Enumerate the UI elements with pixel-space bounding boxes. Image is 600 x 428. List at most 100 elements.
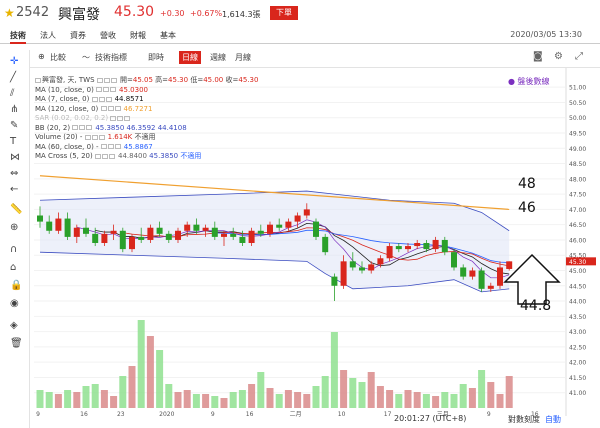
monthly-button[interactable]: 月線 (235, 53, 251, 62)
candle-body (175, 230, 181, 240)
y-tick-label: 47.00 (569, 207, 586, 214)
x-tick-label: 16 (80, 411, 88, 418)
main-tabs: 技術 法人 資券 營收 財報 基本 2020/03/05 13:30 (0, 28, 600, 44)
volume-bar (174, 392, 182, 408)
indicators-button[interactable]: 技術指標 (95, 53, 127, 62)
add-compare-icon[interactable]: ⊕ (38, 52, 45, 61)
pattern-icon[interactable]: ⋈ (10, 152, 20, 163)
candle-body (211, 227, 218, 237)
tab-technical[interactable]: 技術 (10, 30, 26, 44)
brush-icon[interactable]: ✎ (10, 120, 19, 131)
y-tick-label: 51.00 (569, 85, 586, 92)
candle-body (487, 285, 494, 289)
back-arrow-icon[interactable]: ← (10, 184, 19, 195)
daily-button[interactable]: 日線 (179, 51, 201, 64)
y-tick-label: 44.00 (569, 299, 586, 306)
tab-basic[interactable]: 基本 (160, 31, 176, 40)
eye-icon[interactable]: ◉ (10, 298, 19, 309)
legend-macross: MA Cross (5, 20) 44.8400 45.3850 不適用 (35, 152, 202, 160)
candle-body (331, 276, 338, 286)
zoom-in-icon[interactable]: ⊕ (10, 222, 19, 233)
camera-icon[interactable]: ◙ (533, 51, 543, 62)
candle-body (138, 236, 145, 240)
volume-bar (321, 376, 329, 408)
volume-bar (266, 388, 274, 408)
volume-bar (349, 378, 357, 408)
gear-icon[interactable]: ⚙ (554, 51, 563, 62)
order-button[interactable]: 下單 (270, 6, 298, 20)
legend-volume: Volume (20) - 1.614K 不適用 (35, 133, 156, 141)
chart-canvas[interactable]: 51.00 50.50 50.00 49.50 49.00 48.50 48.00 47.50… (30, 68, 600, 428)
layers-icon[interactable]: ◈ (10, 320, 18, 331)
volume-bar (73, 392, 81, 408)
y-tick-label: 43.00 (569, 329, 586, 336)
star-icon[interactable]: ★ (4, 6, 15, 20)
x-tick-label: 9 (487, 411, 491, 418)
lock-icon[interactable]: 🔒 (10, 280, 23, 291)
volume-bar (496, 394, 504, 408)
bollinger-band-fill (40, 191, 510, 292)
candle-body (469, 270, 476, 277)
candle-body (110, 230, 117, 234)
tab-financials[interactable]: 財報 (130, 31, 146, 40)
candle-body (340, 261, 347, 286)
candle-body (478, 270, 485, 289)
volume-bar (165, 384, 173, 408)
log-scale-toggle[interactable]: 對數刻度 (508, 415, 540, 424)
y-tick-label: 45.00 (569, 268, 586, 275)
chart-toolbar: ⊕ 比較 〜 技術指標 即時 日線 週線 月線 ◙ ⚙ ⤢ (30, 48, 600, 68)
candle-body (184, 224, 191, 231)
trash-icon[interactable]: 🗑 (10, 338, 23, 349)
compare-button[interactable]: 比較 (50, 53, 66, 62)
lock-draw-icon[interactable]: ⌂ (10, 262, 17, 273)
candle-body (257, 230, 264, 234)
volume-bar (36, 390, 44, 408)
candle-body (165, 233, 172, 240)
x-tick-label: 2020 (159, 411, 174, 418)
volume-bar (202, 394, 210, 408)
magnet-icon[interactable]: ∩ (10, 244, 18, 255)
tab-margin[interactable]: 資券 (70, 31, 86, 40)
text-icon[interactable]: T (10, 136, 17, 147)
ruler-icon[interactable]: 📏 (10, 204, 23, 215)
volume-bar (91, 384, 99, 408)
candle-body (359, 267, 365, 271)
volume-bar (156, 350, 164, 408)
intraday-button[interactable]: 即時 (148, 53, 164, 62)
stock-code: 2542 (16, 5, 50, 20)
price-chart[interactable]: 51.00 50.50 50.00 49.50 49.00 48.50 48.00 47.50… (30, 68, 600, 428)
indicator-icon[interactable]: 〜 (82, 53, 90, 62)
candle-body (349, 261, 356, 268)
auto-scale-toggle[interactable]: 自動 (545, 415, 561, 424)
legend-ohlc-row: 興富發, 天, TWS 開=45.05 高=45.30 低=45.00 收=45… (35, 76, 258, 86)
tab-revenue[interactable]: 營收 (100, 31, 116, 40)
candle-body (451, 252, 457, 268)
volume-bar (294, 392, 302, 408)
candle-body (460, 267, 467, 277)
candle-body (193, 224, 200, 231)
fullscreen-icon[interactable]: ⤢ (575, 51, 583, 62)
x-tick-label: 17 (384, 411, 392, 418)
chart-legend: 興富發, 天, TWS 開=45.05 高=45.30 低=45.00 收=45… (35, 76, 258, 162)
trade-volume: 1,614.3張 (222, 10, 261, 19)
last-price-marker (566, 257, 596, 266)
candle-body (147, 227, 154, 240)
stock-price: 45.30 (114, 4, 155, 20)
crosshair-icon[interactable]: ✛ (10, 56, 19, 67)
candle-body (313, 221, 319, 237)
candle-body (221, 233, 227, 237)
parallel-channel-icon[interactable]: ⫽ (10, 88, 15, 99)
volume-bar (119, 376, 127, 408)
volume-bar (284, 390, 292, 408)
volume-bar (450, 394, 458, 408)
weekly-button[interactable]: 週線 (210, 53, 226, 62)
pitchfork-icon[interactable]: ⋔ (10, 104, 19, 115)
trendline-icon[interactable]: ╱ (10, 72, 17, 83)
y-tick-label: 43.50 (569, 314, 586, 321)
measure-icon[interactable]: ⇔ (10, 168, 19, 179)
candle-body (285, 221, 292, 228)
drawing-toolbar: ✛ ╱ ⫽ ⋔ ✎ T ⋈ ⇔ ← 📏 ⊕ ∩ ⌂ 🔒 ◉ ◈ 🗑 (0, 50, 30, 428)
x-tick-label: 三月 (437, 411, 449, 418)
tab-institutional[interactable]: 法人 (40, 31, 56, 40)
header: ★ 2542 興富發 45.30 +0.30 +0.67% 1,614.3張 下… (0, 0, 600, 28)
